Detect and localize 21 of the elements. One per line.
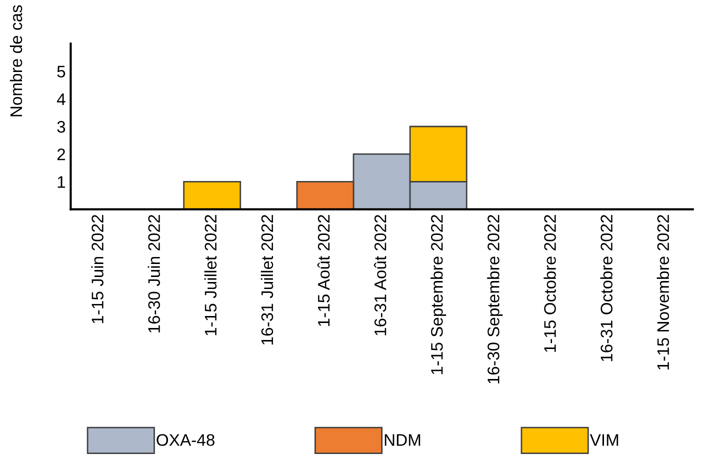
x-tick-label: 1-15 Septembre 2022 [430,214,446,374]
legend-label: NDM [384,434,420,446]
y-axis-title: Nombre de cas [10,5,22,116]
legend-label: OXA-48 [156,434,214,446]
y-tick-label: 4 [56,93,66,105]
x-tick-label: 16-31 Août 2022 [374,214,386,336]
x-tick-label: 1-15 Novembre 2022 [656,214,670,370]
bar [183,181,242,210]
x-tick-label: 16-31 Juillet 2022 [260,214,274,344]
x-tick-label: 16-30 Septembre 2022 [487,214,503,384]
x-tick-label: 16-31 Octobre 2022 [600,214,612,362]
x-tick-label: 1-15 Juin 2022 [91,214,104,324]
y-tick-label: 2 [57,148,66,160]
y-tick-label: 3 [57,120,66,133]
x-tick-label: 1-15 Juillet 2022 [204,214,217,336]
x-tick-label: 1-15 Octobre 2022 [544,214,556,352]
y-tick-label: 5 [57,66,66,78]
y-tick-label: 1 [58,176,66,188]
x-tick-label: 16-30 Juin 2022 [148,214,160,332]
x-tick-label: 1-15 Août 2022 [317,214,330,326]
legend-label: VIM [590,434,618,446]
